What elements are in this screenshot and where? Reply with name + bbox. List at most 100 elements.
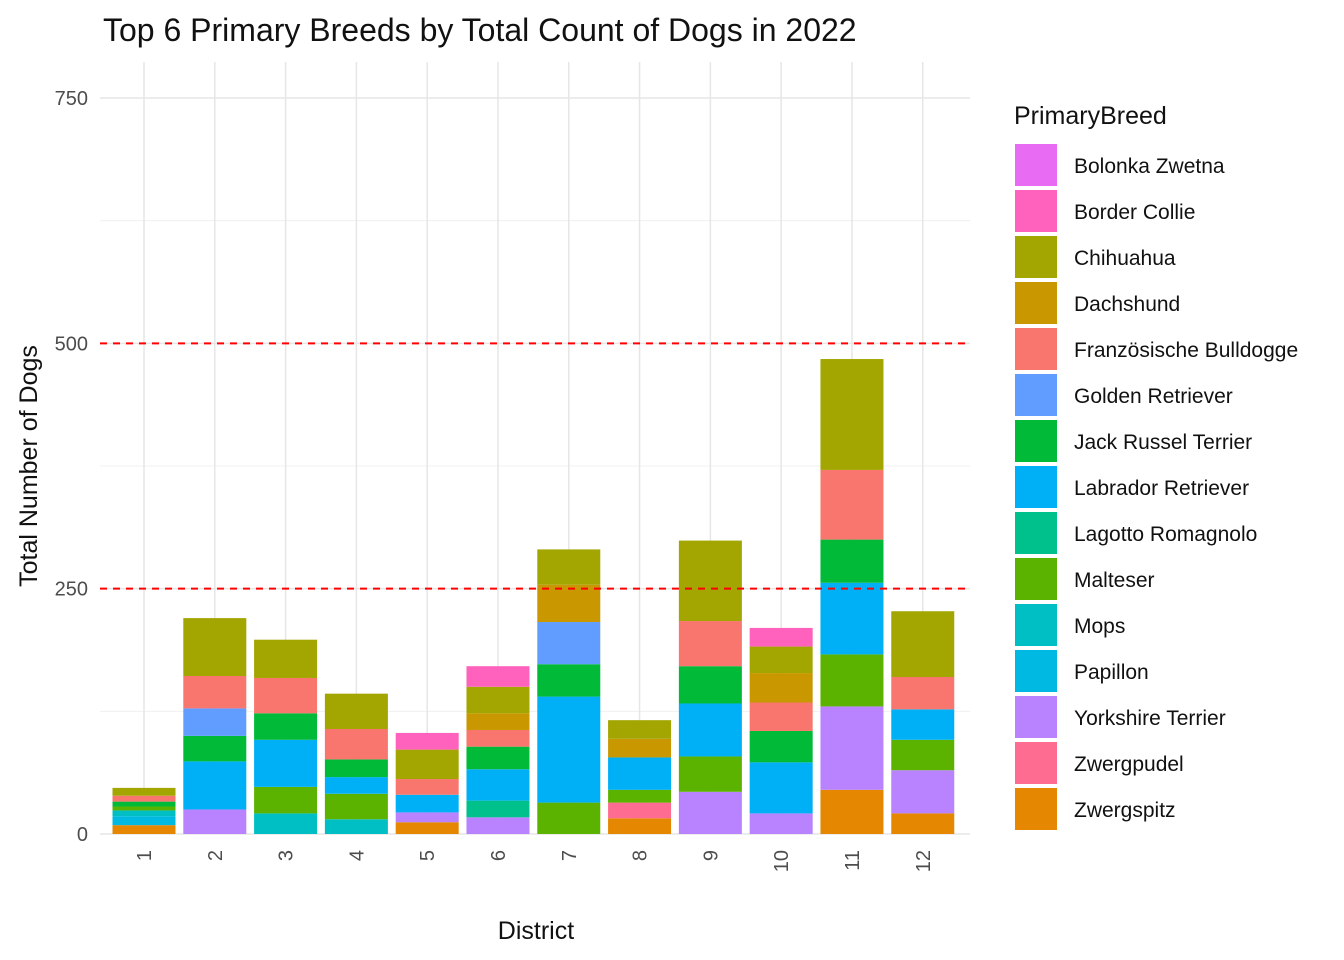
- bar-segment: [112, 806, 176, 811]
- legend-label: Zwergspitz: [1074, 799, 1176, 822]
- legend-label: Labrador Retriever: [1074, 477, 1249, 500]
- bar-segment: [324, 777, 388, 794]
- x-tick-label: 11: [842, 850, 864, 871]
- bar-segment: [891, 611, 955, 677]
- bar-segment: [749, 813, 813, 834]
- bar-segment: [608, 789, 672, 803]
- legend-label: Malteser: [1074, 569, 1155, 592]
- legend-swatch: [1015, 650, 1057, 692]
- x-tick-label: 12: [913, 850, 935, 872]
- bar-segment: [395, 732, 459, 750]
- legend-label: Papillon: [1074, 661, 1149, 684]
- y-axis-ticks: 0 250 500 750: [55, 88, 88, 846]
- bar-segment: [324, 819, 388, 834]
- bar-segment: [395, 749, 459, 780]
- bar-segment: [112, 825, 176, 834]
- bar-segment: [254, 786, 318, 814]
- bar-segment: [537, 584, 601, 623]
- bar-segment: [891, 739, 955, 771]
- legend-swatch: [1015, 696, 1057, 738]
- bar-segment: [466, 800, 530, 818]
- bar-segment: [112, 810, 176, 817]
- legend-swatch: [1015, 512, 1057, 554]
- bar-segment: [395, 822, 459, 834]
- bar-segment: [891, 676, 955, 710]
- legend-swatch: [1015, 604, 1057, 646]
- bar-segment: [537, 696, 601, 803]
- legend-label: Golden Retriever: [1074, 385, 1233, 408]
- x-tick-label: 4: [346, 850, 368, 861]
- y-axis-title: Total Number of Dogs: [15, 345, 43, 587]
- bar-segment: [254, 739, 318, 787]
- bar-segment: [395, 812, 459, 823]
- x-tick-label: 5: [417, 850, 439, 861]
- bar-layer: [112, 359, 955, 834]
- bar-segment: [183, 618, 247, 677]
- y-tick-label: 750: [55, 88, 88, 110]
- legend-swatch: [1015, 420, 1057, 462]
- legend-items: Bolonka Zwetna Border Collie Chihuahua Dach…: [1015, 144, 1298, 830]
- bar-segment: [678, 540, 742, 622]
- legend-swatch: [1015, 742, 1057, 784]
- x-tick-label: 8: [630, 850, 652, 861]
- bar-segment: [112, 795, 176, 802]
- legend: PrimaryBreed Bolonka Zwetna Border Collie…: [1014, 102, 1298, 830]
- y-tick-label: 0: [77, 824, 88, 846]
- bar-segment: [537, 549, 601, 585]
- x-tick-label: 10: [771, 850, 793, 872]
- bar-segment: [891, 770, 955, 814]
- y-tick-label: 500: [55, 333, 88, 355]
- bar-segment: [183, 735, 247, 762]
- bar-segment: [608, 757, 672, 790]
- bar-segment: [466, 666, 530, 687]
- bar-segment: [324, 793, 388, 820]
- x-axis-ticks: 1 2 3 4 5 6 7 8 9 10 11 12: [134, 850, 935, 872]
- bar-segment: [537, 664, 601, 697]
- x-tick-label: 3: [276, 850, 298, 861]
- chart-title: Top 6 Primary Breeds by Total Count of D…: [103, 12, 857, 48]
- bar-segment: [537, 622, 601, 665]
- bar-segment: [749, 673, 813, 703]
- legend-label: Yorkshire Terrier: [1074, 707, 1226, 730]
- bar-segment: [749, 646, 813, 674]
- x-tick-label: 9: [700, 850, 722, 861]
- bar-segment: [466, 729, 530, 747]
- legend-swatch: [1015, 282, 1057, 324]
- bar-segment: [324, 759, 388, 778]
- bar-segment: [820, 469, 884, 540]
- bar-segment: [820, 582, 884, 655]
- bar-segment: [678, 791, 742, 834]
- bar-segment: [112, 816, 176, 826]
- bar-segment: [678, 666, 742, 704]
- bar-segment: [537, 802, 601, 834]
- x-axis-title: District: [498, 917, 574, 945]
- bar-segment: [254, 677, 318, 714]
- bar-segment: [254, 813, 318, 834]
- x-tick-label: 7: [559, 850, 581, 861]
- x-tick-label: 1: [134, 850, 156, 861]
- bar-segment: [183, 676, 247, 709]
- bar-segment: [820, 359, 884, 470]
- legend-swatch: [1015, 558, 1057, 600]
- bar-segment: [678, 756, 742, 792]
- bar-segment: [466, 769, 530, 801]
- legend-swatch: [1015, 236, 1057, 278]
- bar-segment: [183, 761, 247, 810]
- legend-label: Chihuahua: [1074, 247, 1176, 270]
- bar-segment: [749, 730, 813, 763]
- bar-segment: [466, 686, 530, 714]
- legend-label: Jack Russel Terrier: [1074, 431, 1252, 454]
- legend-swatch: [1015, 328, 1057, 370]
- bar-segment: [749, 627, 813, 647]
- reference-lines: [100, 342, 970, 590]
- bar-segment: [820, 539, 884, 583]
- bar-segment: [254, 713, 318, 740]
- bar-segment: [466, 817, 530, 834]
- bar-segment: [254, 639, 318, 678]
- legend-swatch: [1015, 466, 1057, 508]
- bar-segment: [183, 809, 247, 834]
- bar-segment: [891, 813, 955, 834]
- bar-segment: [608, 818, 672, 834]
- y-tick-label: 250: [55, 579, 88, 601]
